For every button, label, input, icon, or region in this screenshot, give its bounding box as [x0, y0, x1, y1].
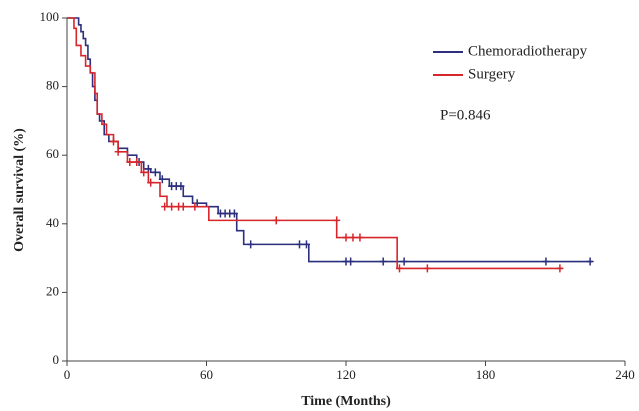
- y-axis-label: Overall survival (%): [12, 128, 27, 252]
- y-tick-label: 0: [53, 352, 60, 367]
- censor-mark: [161, 202, 169, 211]
- y-tick-label: 60: [46, 146, 59, 161]
- censor-mark: [110, 137, 117, 146]
- y-tick-label: 40: [46, 215, 59, 230]
- censor-mark: [556, 264, 564, 273]
- censor-mark: [296, 240, 303, 249]
- censor-mark: [400, 257, 408, 266]
- censor-mark: [147, 178, 155, 187]
- x-tick-label: 60: [200, 367, 213, 382]
- censor-mark: [395, 264, 403, 273]
- censor-mark: [349, 233, 357, 242]
- censor-mark: [247, 240, 255, 249]
- y-tick-label: 20: [46, 283, 59, 298]
- censor-mark: [126, 158, 134, 167]
- censor-mark: [230, 209, 238, 218]
- censor-mark: [177, 182, 185, 191]
- annotation: P=0.846: [440, 107, 491, 123]
- legend-label: Chemoradiotherapy: [468, 43, 588, 59]
- censor-mark: [133, 158, 141, 167]
- x-tick-label: 120: [336, 367, 356, 382]
- censor-mark: [423, 264, 431, 273]
- legend-label: Surgery: [468, 66, 516, 82]
- censor-mark: [342, 233, 350, 242]
- censor-mark: [140, 168, 148, 177]
- censor-mark: [333, 216, 341, 225]
- x-tick-label: 240: [615, 367, 635, 382]
- censor-mark: [272, 216, 280, 225]
- x-tick-label: 180: [476, 367, 496, 382]
- x-tick-label: 0: [64, 367, 71, 382]
- censor-mark: [379, 257, 387, 266]
- censor-mark: [191, 202, 199, 211]
- censor-mark: [158, 175, 166, 184]
- censor-mark: [179, 202, 187, 211]
- y-tick-label: 100: [40, 9, 60, 24]
- censor-mark: [151, 168, 159, 177]
- censor-mark: [114, 147, 122, 156]
- censor-mark: [347, 257, 355, 266]
- x-axis-label: Time (Months): [301, 394, 391, 409]
- censor-mark: [542, 257, 550, 266]
- y-tick-label: 80: [46, 78, 59, 93]
- censor-mark: [586, 257, 594, 266]
- censor-mark: [302, 240, 310, 249]
- censor-mark: [356, 233, 364, 242]
- censor-mark: [168, 202, 176, 211]
